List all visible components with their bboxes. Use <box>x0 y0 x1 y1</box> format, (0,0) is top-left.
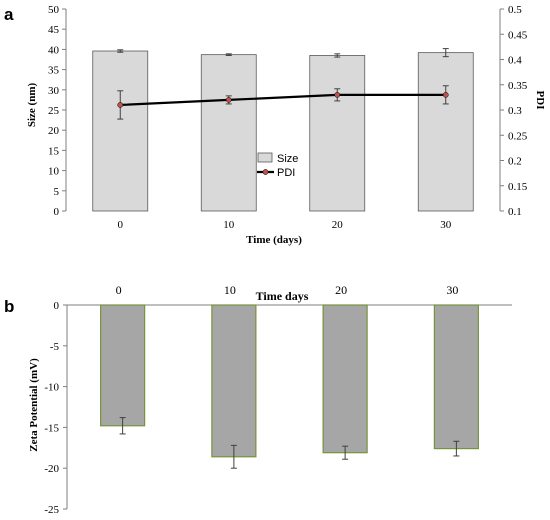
y-axis-title: Zeta Potential (mV) <box>28 358 40 452</box>
size-bar <box>92 50 149 212</box>
x-tick-label: 20 <box>332 219 344 231</box>
y-tick-label: -10 <box>44 382 59 394</box>
panel-label-b: b <box>4 297 14 316</box>
x-tick-label: 0 <box>118 219 124 231</box>
pdi-point <box>225 97 232 103</box>
x-tick-label: 10 <box>223 219 235 231</box>
legend-pdi-marker <box>262 169 269 175</box>
y2-tick-label: 0.2 <box>508 156 522 168</box>
zeta-bar <box>322 304 368 454</box>
y-tick-label: 35 <box>48 65 60 77</box>
zeta-bar <box>211 304 257 458</box>
y-tick-label: 10 <box>48 166 60 178</box>
zeta-bar <box>433 304 479 450</box>
y2-tick-label: 0.5 <box>508 4 522 16</box>
size-bar <box>309 55 366 212</box>
y-tick-label: -20 <box>44 463 59 475</box>
zeta-potential-chart: 0 -5 -10 -15 -20 -25 0 10 20 30 Time days Zeta Pote… <box>28 283 512 516</box>
legend-size-swatch <box>257 152 273 163</box>
pdi-line <box>120 93 446 107</box>
x-tick-label: 30 <box>440 219 452 231</box>
y2-tick-label: 0.15 <box>508 181 528 193</box>
y2-tick-label: 0.3 <box>508 105 522 117</box>
y-tick-label: 15 <box>48 145 60 157</box>
x-axis-title: Time days <box>256 289 309 303</box>
y2-tick-label: 0.25 <box>508 130 528 142</box>
y-tick-label: 50 <box>48 4 60 16</box>
x-tick-label: 30 <box>446 283 458 297</box>
y2-axis-title: PDI <box>534 91 546 110</box>
panel-label-a: a <box>4 5 14 24</box>
legend-size-label: Size <box>277 153 298 165</box>
y-tick-label: 30 <box>48 85 60 97</box>
y-tick-label: 45 <box>48 24 60 36</box>
x-axis-title: Time (days) <box>246 234 302 246</box>
size-bar <box>200 54 257 212</box>
size-bar <box>417 52 474 212</box>
y2-tick-label: 0.1 <box>508 206 522 218</box>
y-tick-label: 40 <box>48 44 60 56</box>
pdi-point <box>334 92 341 98</box>
pdi-point <box>442 92 449 98</box>
y2-tick-label: 0.35 <box>508 80 528 92</box>
y-tick-label: -5 <box>50 341 60 353</box>
y-axis-title: Size (nm) <box>26 83 38 128</box>
x-tick-label: 10 <box>224 283 236 297</box>
legend-pdi-label: PDI <box>277 167 295 179</box>
x-tick-label: 0 <box>116 283 122 297</box>
y-tick-label: -15 <box>44 422 59 434</box>
y-tick-label: 0 <box>54 300 60 312</box>
y2-tick-label: 0.45 <box>508 29 528 41</box>
y-tick-label: 20 <box>48 125 60 137</box>
y-tick-label: 5 <box>54 186 60 198</box>
y-tick-label: -25 <box>44 504 59 516</box>
y-tick-label: 25 <box>48 105 60 117</box>
zeta-bar <box>100 304 146 427</box>
size-pdi-chart: 0 5 10 15 20 25 30 35 40 45 50 0.1 0.15 0.2 0.25 0.3 0.3… <box>26 4 546 246</box>
y-tick-label: 0 <box>54 206 60 218</box>
x-tick-label: 20 <box>335 283 347 297</box>
y2-tick-label: 0.4 <box>508 55 522 67</box>
pdi-point <box>117 102 124 108</box>
